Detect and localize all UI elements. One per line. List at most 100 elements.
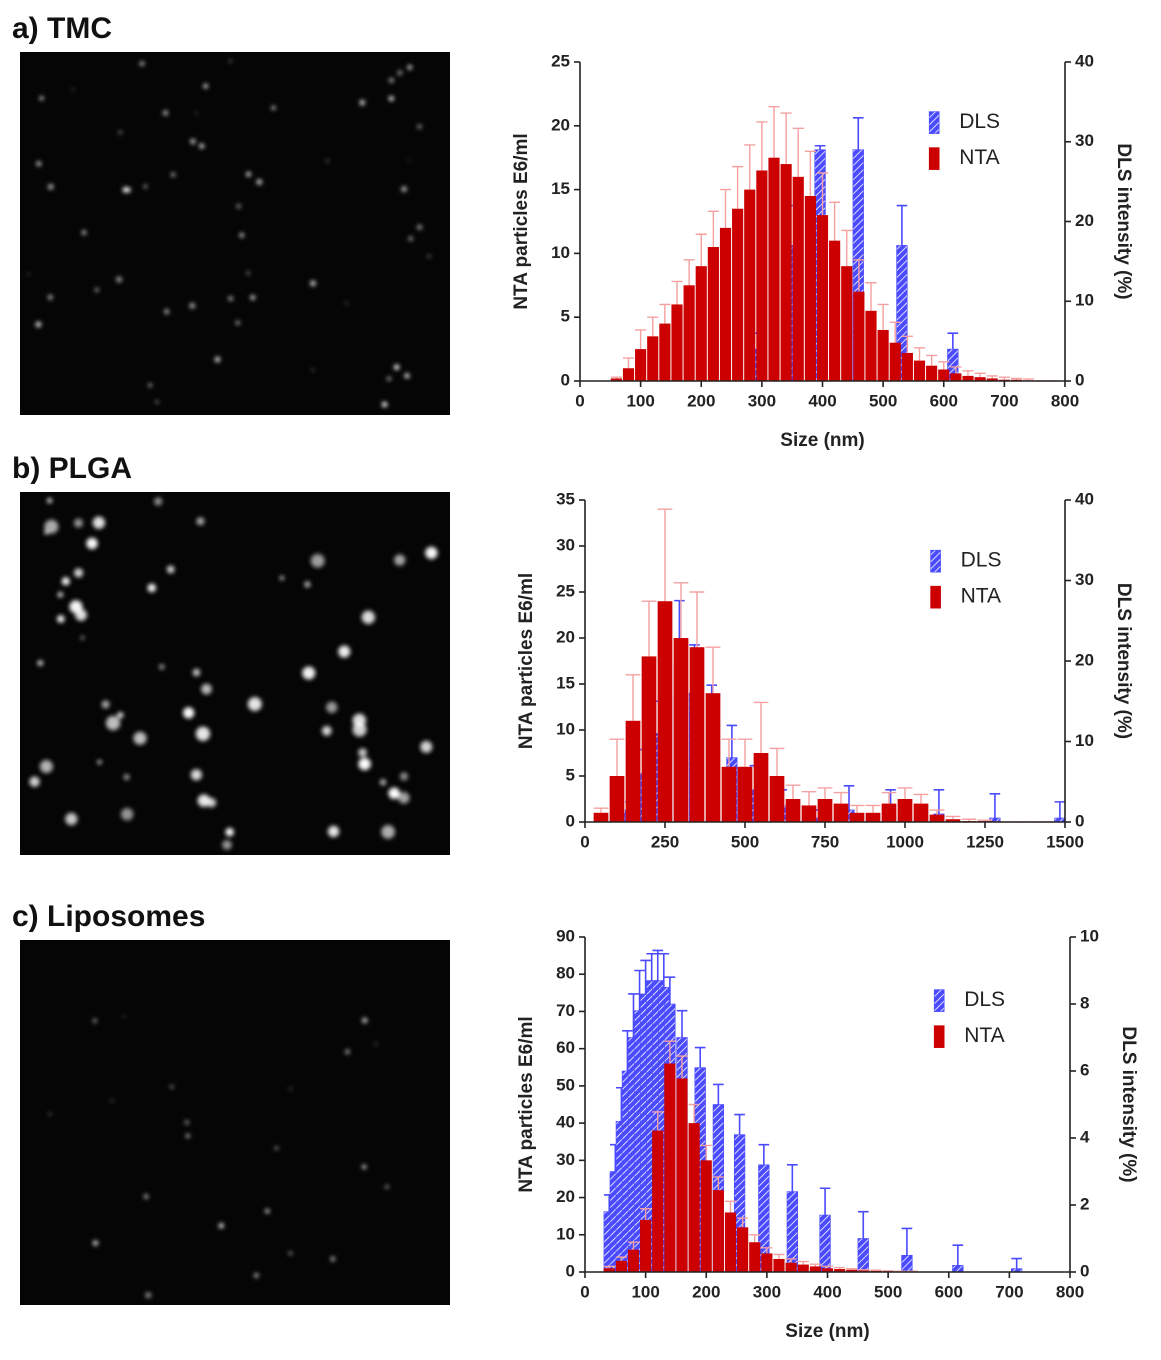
bar [744, 190, 755, 381]
bar [652, 1131, 663, 1272]
y-tick-label: 90 [556, 926, 575, 945]
particle [408, 236, 413, 241]
y-axis-label: NTA particles E6/ml [516, 1016, 537, 1192]
error-bar [671, 281, 682, 304]
bar [684, 285, 695, 381]
bar [713, 1190, 724, 1272]
error-bar [834, 1268, 845, 1269]
error-bar [962, 819, 977, 821]
error-bar [1011, 1259, 1022, 1269]
x-tick-label: 500 [731, 832, 759, 851]
error-bar [946, 816, 961, 819]
particle [40, 96, 44, 100]
particle [74, 568, 83, 577]
bar [737, 1227, 748, 1272]
particle [389, 78, 394, 83]
bar [690, 647, 705, 822]
x-tick-label: 200 [687, 391, 715, 410]
particle [225, 828, 233, 836]
particle [428, 255, 430, 257]
error-bar [798, 1262, 809, 1265]
y2-tick-label: 2 [1080, 1194, 1089, 1213]
particle [425, 547, 437, 559]
x-tick-label: 1500 [1046, 832, 1084, 851]
error-bar [659, 304, 670, 323]
y2-tick-label: 30 [1075, 570, 1094, 589]
particle [345, 1049, 350, 1054]
bar [623, 368, 634, 381]
bar [858, 1239, 869, 1273]
panel-title: a) TMC [12, 12, 112, 45]
x-tick-label: 1000 [886, 832, 924, 851]
x-tick-label: 250 [651, 832, 679, 851]
bar [829, 241, 840, 381]
bar [865, 311, 876, 381]
error-bar [787, 1165, 798, 1192]
particle [106, 716, 120, 730]
bar [890, 343, 901, 381]
y-tick-label: 0 [566, 811, 575, 830]
bar [802, 805, 817, 822]
bar [898, 799, 913, 822]
particle [228, 296, 233, 301]
particle [250, 295, 255, 300]
particle [144, 185, 147, 188]
y2-tick-label: 20 [1075, 650, 1094, 669]
error-bar [768, 107, 779, 158]
y2-tick-label: 8 [1080, 993, 1089, 1012]
error-bar [658, 509, 673, 601]
x-tick-label: 300 [753, 1282, 781, 1301]
particle [290, 1088, 292, 1090]
bar [793, 177, 804, 381]
particle [58, 592, 64, 598]
particle [380, 779, 386, 785]
bar [914, 361, 925, 381]
error-bar [626, 675, 641, 721]
y2-tick-label: 10 [1080, 926, 1099, 945]
error-bar [820, 1188, 831, 1215]
bar [818, 799, 833, 822]
particle [81, 636, 85, 640]
legend-label: DLS [961, 549, 1002, 572]
particle [400, 772, 408, 780]
bar [674, 638, 689, 822]
error-bar [990, 794, 1001, 818]
particle [147, 584, 156, 593]
x-axis-label: Size (nm) [785, 1321, 869, 1342]
y2-tick-label: 0 [1080, 1261, 1089, 1280]
bar [706, 693, 721, 822]
particle [401, 186, 407, 192]
x-tick-label: 600 [935, 1282, 963, 1301]
particle [304, 581, 310, 587]
particle [246, 172, 251, 177]
error-bar [623, 358, 634, 368]
particle [123, 187, 128, 192]
bar [786, 799, 801, 822]
bar [720, 228, 731, 381]
bar [781, 164, 792, 381]
particle [154, 497, 162, 505]
y-tick-label: 5 [566, 765, 575, 784]
bar [953, 1265, 964, 1272]
error-bar [732, 167, 743, 209]
x-tick-label: 1250 [966, 832, 1004, 851]
y2-tick-label: 6 [1080, 1060, 1089, 1079]
error-bar [744, 145, 755, 190]
particle [375, 1043, 377, 1045]
y2-tick-label: 10 [1075, 291, 1094, 310]
bar [725, 1212, 736, 1272]
bar [635, 349, 646, 381]
legend-swatch [931, 586, 941, 608]
bar [817, 215, 828, 381]
particle [236, 321, 240, 325]
particle [358, 758, 370, 770]
particle [310, 281, 316, 287]
error-bar [948, 333, 959, 349]
x-tick-label: 0 [575, 391, 584, 410]
error-bar [805, 151, 816, 196]
error-bar [815, 146, 826, 150]
y2-axis-label: DLS intensity (%) [1113, 583, 1134, 739]
particle [72, 88, 74, 90]
particle [111, 1100, 113, 1102]
particle [195, 112, 197, 114]
